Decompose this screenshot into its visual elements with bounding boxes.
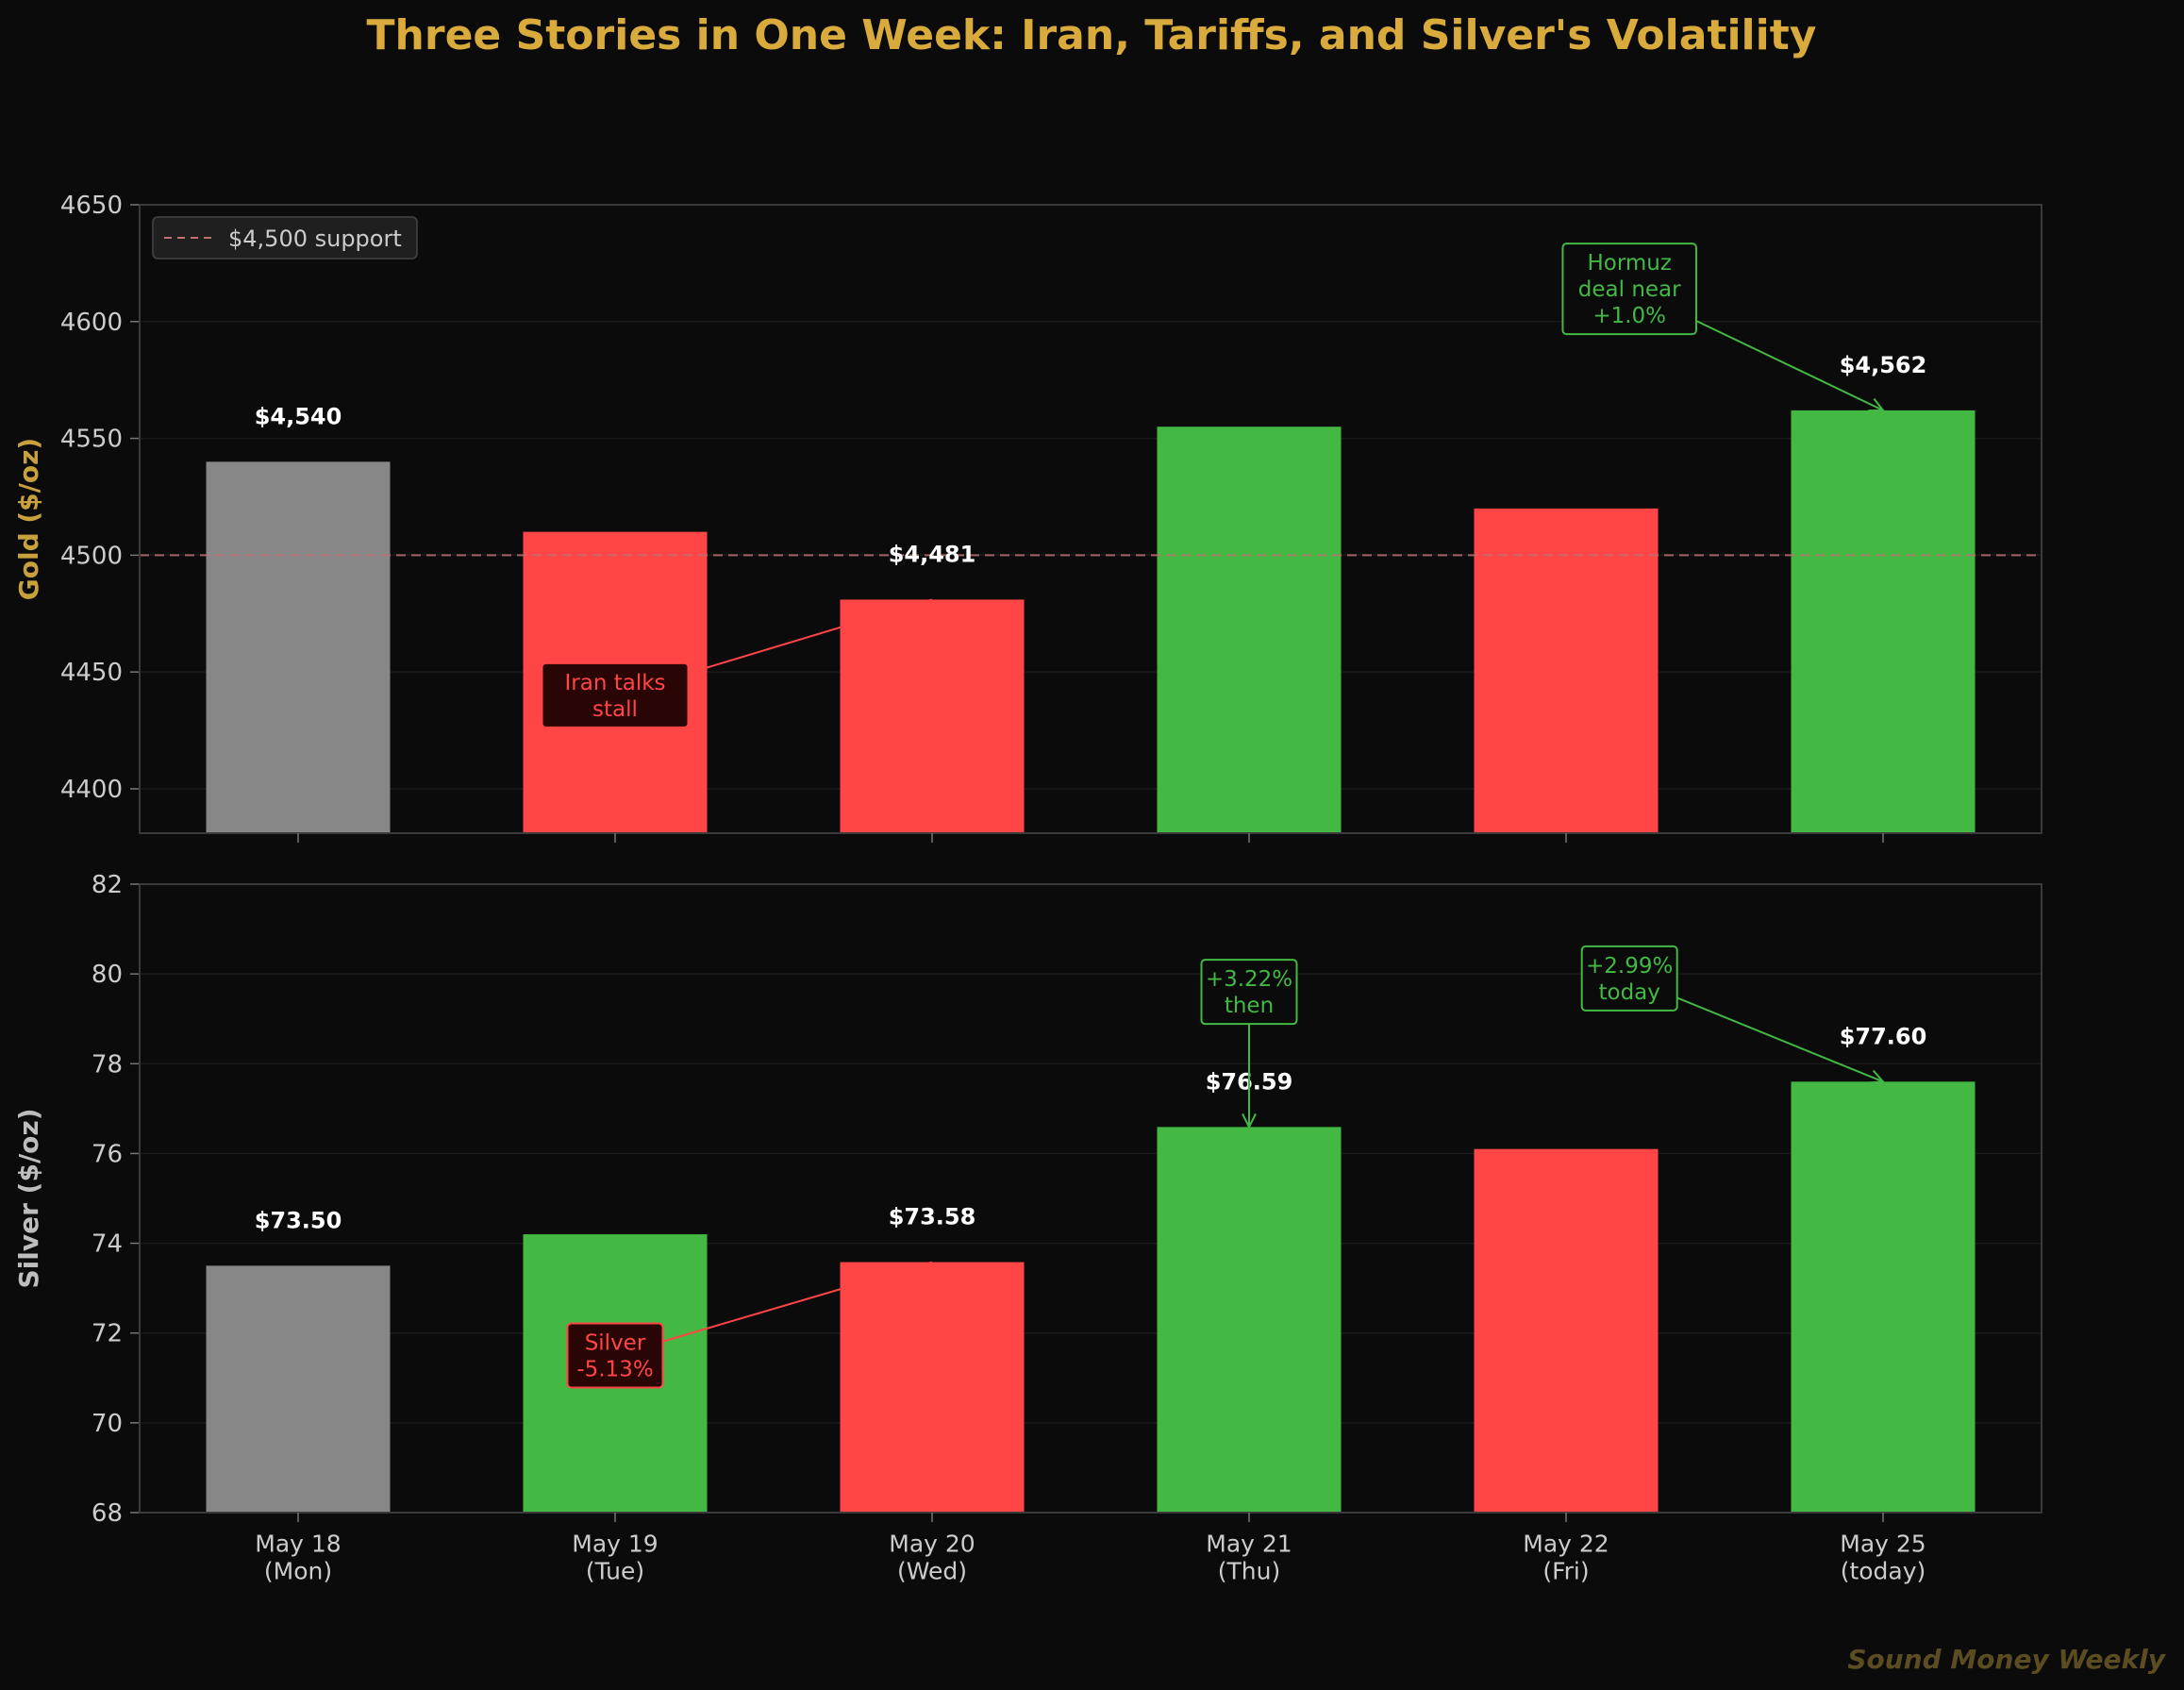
y-axis-label: Silver ($/oz) <box>13 1109 44 1289</box>
annotation-text: Iran talks stall <box>564 670 665 721</box>
bar-silver-4 <box>1474 1148 1659 1513</box>
annotation-box <box>541 661 690 728</box>
annotation-box <box>1580 945 1678 1012</box>
bar-gold-4 <box>1474 508 1659 833</box>
annotation-box <box>1200 959 1298 1026</box>
y-tick-label: 68 <box>92 1499 123 1528</box>
legend-box <box>152 216 418 259</box>
annotation-text: +2.99% today <box>1586 953 1673 1004</box>
y-tick-label: 4400 <box>60 776 123 804</box>
y-tick-label: 74 <box>92 1230 123 1259</box>
x-tick-label: May 22 (Fri) <box>1523 1531 1609 1585</box>
annotation: +3.22% then <box>1200 959 1298 1129</box>
annotation-arrow <box>662 1261 933 1343</box>
x-tick-label: May 21 (Thu) <box>1206 1531 1292 1585</box>
annotation-text: Hormuz deal near +1.0% <box>1578 251 1681 328</box>
annotation: Hormuz deal near +1.0% <box>1561 243 1886 412</box>
value-label: $4,481 <box>889 541 976 567</box>
y-tick-label: 4500 <box>60 542 123 570</box>
annotation-arrow <box>1676 996 1884 1083</box>
legend: $4,500 support <box>152 216 418 259</box>
y-tick-label: 70 <box>92 1410 123 1438</box>
annotation-box <box>566 1322 664 1389</box>
annotation-text: Silver -5.13% <box>576 1330 653 1381</box>
y-tick-label: 4650 <box>60 192 123 220</box>
annotation: Silver -5.13% <box>566 1261 933 1389</box>
bar-silver-0 <box>206 1265 391 1513</box>
x-tick-label: May 19 (Tue) <box>572 1531 658 1585</box>
bar-silver-5 <box>1791 1081 1976 1513</box>
annotation-arrow <box>688 598 933 675</box>
x-tick-label: May 25 (today) <box>1840 1531 1926 1585</box>
y-axis-label: Gold ($/oz) <box>13 438 44 600</box>
value-label: $73.58 <box>889 1204 976 1230</box>
silver-panel: 68 70 72 74 76 78 80 82 May 18 (Mon) May 19 (Tue) Ma… <box>13 871 2042 1585</box>
bar-gold-5 <box>1791 410 1976 833</box>
value-label: $73.50 <box>255 1207 342 1233</box>
x-tick-label: May 18 (Mon) <box>255 1531 341 1585</box>
bar-gold-3 <box>1157 427 1342 833</box>
y-tick-label: 4450 <box>60 659 123 687</box>
y-tick-label: 4600 <box>60 309 123 337</box>
legend-label: $4,500 support <box>228 226 402 252</box>
annotation: +2.99% today <box>1580 945 1886 1084</box>
bar-silver-2 <box>840 1262 1025 1513</box>
y-tick-label: 72 <box>92 1320 123 1348</box>
watermark: Sound Money Weekly <box>1847 1644 2166 1675</box>
y-tick-label: 76 <box>92 1140 123 1168</box>
bar-gold-0 <box>206 461 391 833</box>
annotation-arrowhead <box>1242 1113 1257 1129</box>
annotation-arrowhead <box>1868 397 1886 412</box>
chart-title: Three Stories in One Week: Iran, Tariffs… <box>367 11 1817 59</box>
y-tick-label: 4550 <box>60 426 123 454</box>
plot-area <box>140 205 2042 833</box>
plot-area <box>140 884 2042 1513</box>
annotation: Iran talks stall <box>541 598 933 728</box>
annotation-box <box>1561 243 1697 336</box>
annotation-arrow <box>1695 320 1884 411</box>
value-label: $4,562 <box>1840 352 1927 378</box>
annotation-text: +3.22% then <box>1206 967 1292 1018</box>
plot-frame <box>139 883 2042 1514</box>
bar-gold-2 <box>840 599 1025 833</box>
plot-frame <box>139 204 2042 834</box>
y-tick-label: 78 <box>92 1050 123 1079</box>
y-tick-label: 80 <box>92 961 123 989</box>
value-label: $77.60 <box>1840 1023 1927 1049</box>
bar-silver-3 <box>1157 1127 1342 1513</box>
value-label: $4,540 <box>255 403 342 429</box>
y-tick-label: 82 <box>92 871 123 899</box>
gold-panel: 4400 4450 4500 4550 4600 4650 $4,500 support Go… <box>13 192 2042 843</box>
annotation-arrowhead <box>1868 1069 1886 1084</box>
x-tick-label: May 20 (Wed) <box>889 1531 975 1585</box>
